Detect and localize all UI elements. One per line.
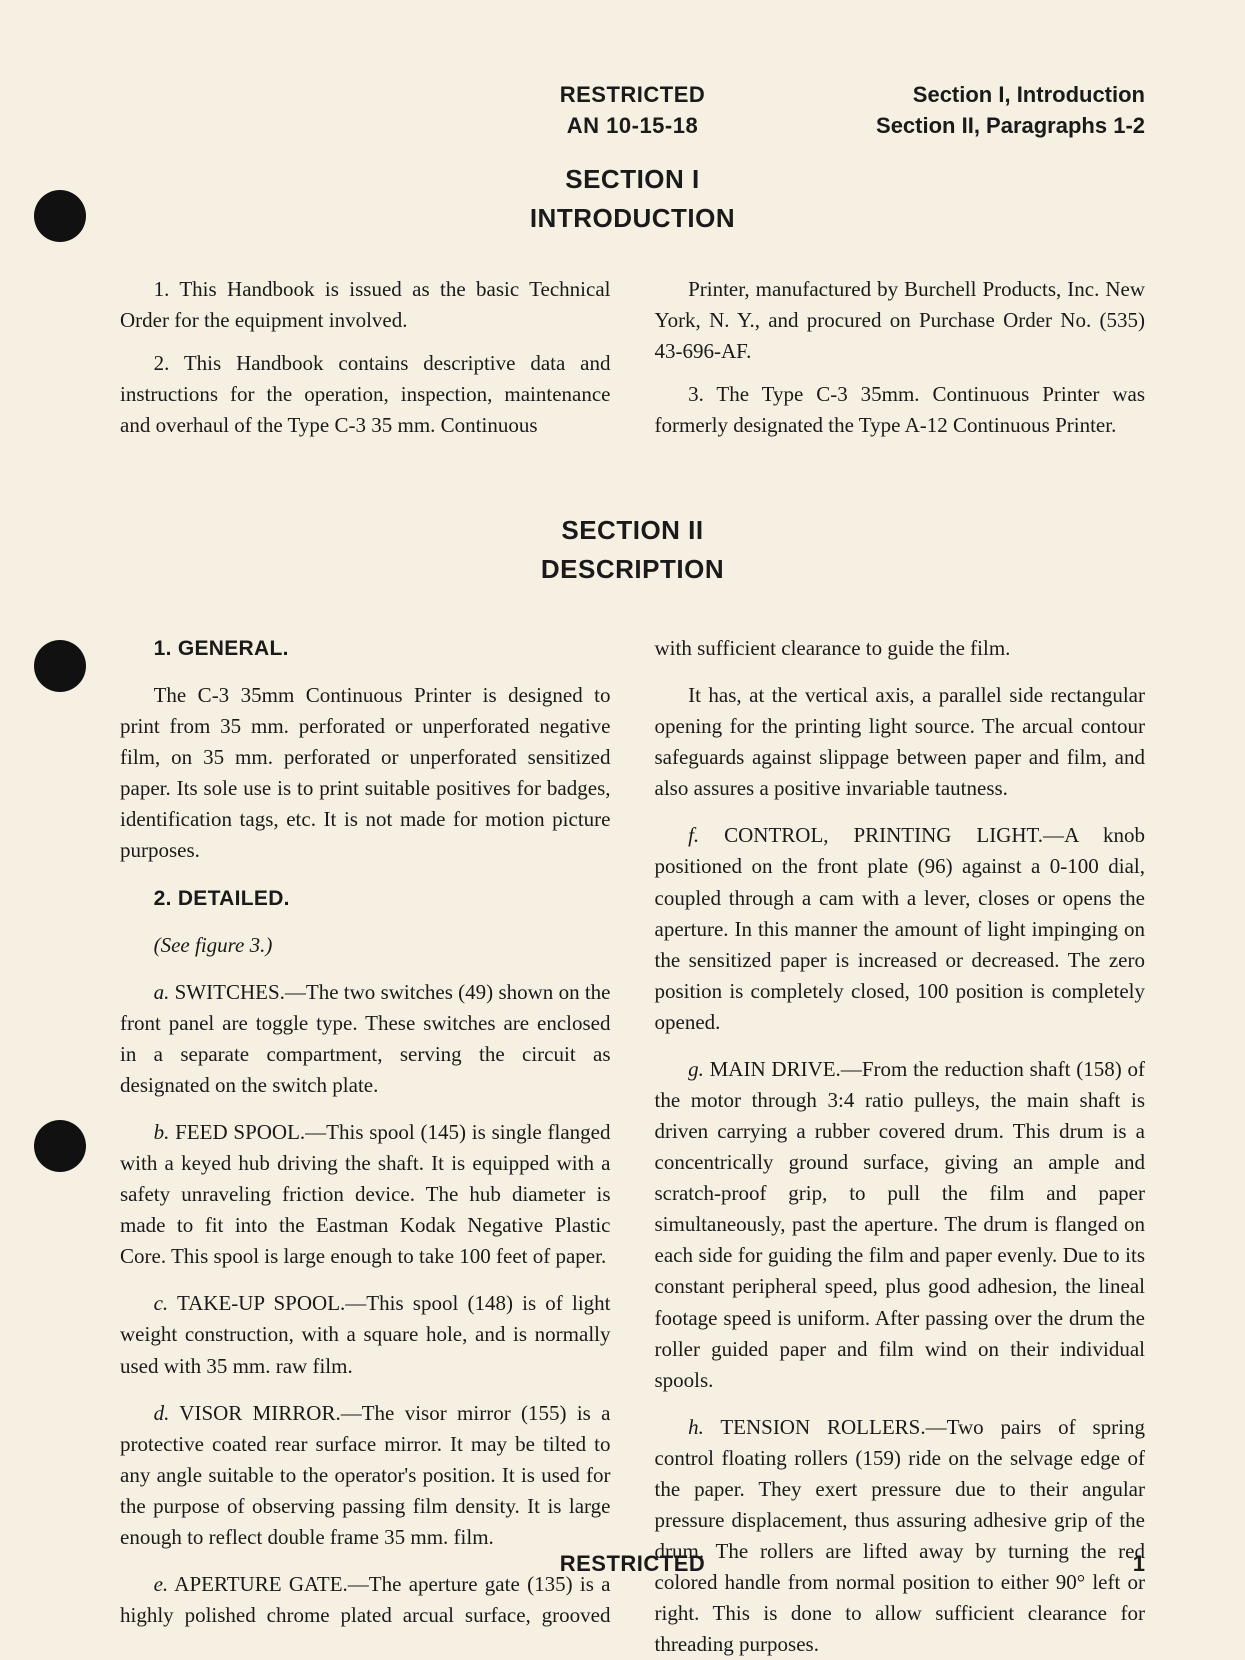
see-figure-note: (See figure 3.) [120, 930, 611, 961]
item-g-label: g. [688, 1057, 704, 1081]
page-root: RESTRICTED AN 10-15-18 Section I, Introd… [0, 0, 1245, 1623]
section1-para2b: Printer, manufactured by Burchell Produc… [655, 274, 1146, 367]
heading-detailed: 2. DETAILED. [120, 883, 611, 914]
section1-title-line1: SECTION I [120, 160, 1145, 199]
page-footer: RESTRICTED 1 [120, 1551, 1145, 1577]
item-g: g. MAIN DRIVE.—From the reduction shaft … [655, 1054, 1146, 1396]
item-b-title: FEED SPOOL.— [169, 1120, 326, 1144]
binder-hole-middle [34, 640, 86, 692]
section2-wrap: SECTION II DESCRIPTION 1. GENERAL. The C… [120, 511, 1145, 1660]
item-h-text: Two pairs of spring control floating rol… [655, 1415, 1146, 1657]
heading-general: 1. GENERAL. [120, 633, 611, 664]
section1-body: 1. This Handbook is issued as the basic … [120, 274, 1145, 453]
header-right: Section I, Introduction Section II, Para… [838, 80, 1146, 142]
item-g-text: From the reduction shaft (158) of the mo… [655, 1057, 1146, 1392]
section2-body: 1. GENERAL. The C-3 35mm Continuous Prin… [120, 633, 1145, 1660]
classification-top: RESTRICTED [428, 80, 838, 111]
header-right-line2: Section II, Paragraphs 1-2 [838, 111, 1146, 142]
item-f-label: f. [688, 823, 699, 847]
header-block: RESTRICTED AN 10-15-18 Section I, Introd… [120, 80, 1145, 142]
item-a-title: SWITCHES.— [169, 980, 306, 1004]
item-d-title: VISOR MIRROR.— [169, 1401, 361, 1425]
item-c-title: TAKE-UP SPOOL.— [168, 1291, 366, 1315]
section1-para3: 3. The Type C-3 35mm. Continuous Printer… [655, 379, 1146, 441]
item-h-label: h. [688, 1415, 704, 1439]
item-d: d. VISOR MIRROR.—The visor mirror (155) … [120, 1398, 611, 1553]
item-h-title: TENSION ROLLERS.— [704, 1415, 947, 1439]
section1-para1: 1. This Handbook is issued as the basic … [120, 274, 611, 336]
header-center: RESTRICTED AN 10-15-18 [428, 80, 838, 142]
classification-bottom: RESTRICTED [160, 1551, 1105, 1577]
item-f-title: CONTROL, PRINTING LIGHT.— [699, 823, 1064, 847]
item-c-label: c. [154, 1291, 169, 1315]
page-number: 1 [1105, 1551, 1145, 1577]
section1-para2a: 2. This Handbook contains descriptive da… [120, 348, 611, 441]
section2-title: SECTION II DESCRIPTION [120, 511, 1145, 589]
item-e-continued: It has, at the vertical axis, a parallel… [655, 680, 1146, 804]
binder-hole-bottom [34, 1120, 86, 1172]
item-b-label: b. [154, 1120, 170, 1144]
item-b: b. FEED SPOOL.—This spool (145) is singl… [120, 1117, 611, 1272]
section2-title-line1: SECTION II [120, 511, 1145, 550]
header-right-line1: Section I, Introduction [838, 80, 1146, 111]
item-a-label: a. [154, 980, 170, 1004]
section2-title-line2: DESCRIPTION [120, 550, 1145, 589]
item-g-title: MAIN DRIVE.— [704, 1057, 862, 1081]
item-f: f. CONTROL, PRINTING LIGHT.—A knob posit… [655, 820, 1146, 1038]
binder-hole-top [34, 190, 86, 242]
item-d-label: d. [154, 1401, 170, 1425]
item-c: c. TAKE-UP SPOOL.—This spool (148) is of… [120, 1288, 611, 1381]
item-a: a. SWITCHES.—The two switches (49) shown… [120, 977, 611, 1101]
doc-number: AN 10-15-18 [428, 111, 838, 142]
section1-title-line2: INTRODUCTION [120, 199, 1145, 238]
general-paragraph: The C-3 35mm Continuous Printer is desig… [120, 680, 611, 866]
section1-title: SECTION I INTRODUCTION [120, 160, 1145, 238]
item-f-text: A knob positioned on the front plate (96… [655, 823, 1146, 1033]
